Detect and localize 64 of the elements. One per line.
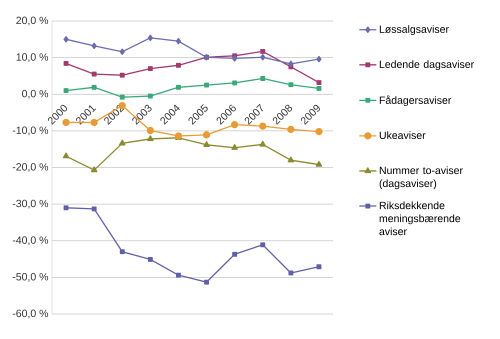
point xyxy=(231,144,238,150)
y-tick-label: 10,0 % xyxy=(16,53,48,62)
point xyxy=(63,36,69,43)
y-tick-label: -60,0 % xyxy=(12,310,48,318)
point xyxy=(148,256,153,262)
y-tick-label: -30,0 % xyxy=(12,200,48,208)
y-tick-label: -40,0 % xyxy=(12,236,48,246)
point xyxy=(232,80,238,86)
point xyxy=(288,60,294,68)
point xyxy=(260,140,266,147)
point xyxy=(232,252,238,257)
point xyxy=(202,131,210,139)
point xyxy=(287,126,294,134)
point xyxy=(176,272,181,278)
point xyxy=(176,38,182,44)
point xyxy=(92,84,97,90)
point xyxy=(204,280,209,285)
legend-label: Løssalgsaviser xyxy=(380,25,449,35)
point xyxy=(64,205,68,210)
point xyxy=(316,56,322,62)
point xyxy=(260,48,266,54)
point xyxy=(120,94,125,100)
point xyxy=(148,94,153,99)
point xyxy=(203,141,210,147)
y-tick-label: -50,0 % xyxy=(12,273,48,282)
point xyxy=(62,152,70,158)
point xyxy=(232,55,238,62)
point xyxy=(288,156,294,162)
point xyxy=(315,128,323,136)
legend-label: Ledende dagsaviser xyxy=(380,60,474,70)
point xyxy=(120,249,125,254)
point xyxy=(120,48,125,56)
point xyxy=(92,42,97,50)
legend-label: Riksdekkende meningsbærende aviser xyxy=(379,201,460,236)
point xyxy=(90,166,98,172)
point xyxy=(146,126,154,134)
point xyxy=(64,61,68,66)
point xyxy=(260,76,266,81)
point xyxy=(120,72,125,78)
point xyxy=(176,62,181,68)
point xyxy=(260,54,266,60)
point xyxy=(64,88,68,94)
point xyxy=(176,84,181,90)
point xyxy=(92,206,97,212)
point xyxy=(316,160,322,167)
point xyxy=(288,82,294,88)
point xyxy=(260,242,266,248)
y-tick-label: -20,0 % xyxy=(12,163,48,172)
point xyxy=(316,80,322,85)
point xyxy=(288,270,294,276)
legend-label: Ukeaviser xyxy=(380,131,426,140)
point xyxy=(92,72,97,77)
point xyxy=(148,34,153,42)
legend-label: Fådagersaviser xyxy=(380,95,452,106)
point xyxy=(316,86,322,91)
y-tick-label: 0,0 % xyxy=(22,90,48,99)
y-tick-label: 20,0 % xyxy=(16,16,48,26)
y-tick-label: -10,0 % xyxy=(12,126,48,136)
legend-label: Nummer to-aviser (dagsaviser) xyxy=(380,166,463,190)
point xyxy=(148,66,153,72)
point xyxy=(119,140,126,146)
point xyxy=(316,264,322,270)
point xyxy=(204,82,209,88)
point xyxy=(147,135,154,142)
